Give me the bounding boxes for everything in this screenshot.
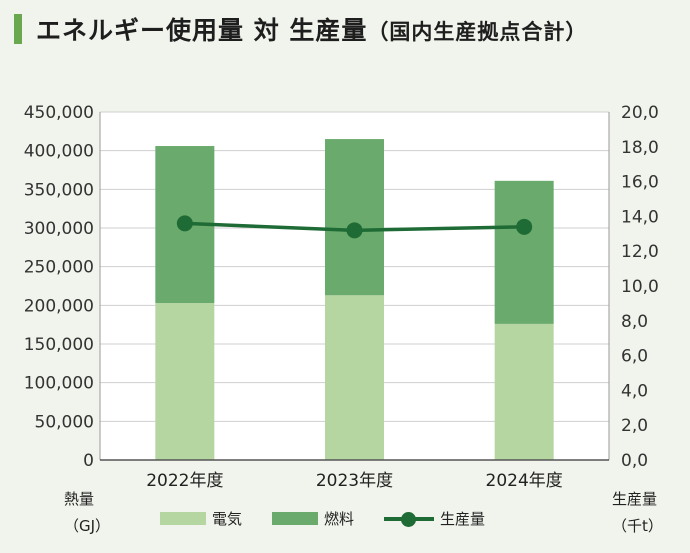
left-unit-line1: 熱量 bbox=[64, 490, 95, 508]
left-tick-label: 200,000 bbox=[24, 296, 94, 316]
category-label: 2024年度 bbox=[486, 471, 563, 491]
legend-item-electricity: 電気 bbox=[160, 508, 242, 529]
right-axis-unit: 生産量 （千t） bbox=[612, 486, 663, 540]
left-tick-label: 0 bbox=[83, 451, 94, 471]
left-tick-label: 150,000 bbox=[24, 335, 94, 355]
chart-title: エネルギー使用量 対 生産量（国内生産拠点合計） bbox=[36, 11, 587, 47]
bar-fuel bbox=[494, 180, 554, 324]
right-tick-label: 10,0 bbox=[621, 277, 659, 297]
legend-item-fuel: 燃料 bbox=[272, 508, 354, 529]
left-tick-label: 100,000 bbox=[24, 374, 94, 394]
title-accent-bar bbox=[14, 14, 22, 44]
right-unit-line1: 生産量 bbox=[612, 490, 658, 508]
title-block: エネルギー使用量 対 生産量（国内生産拠点合計） bbox=[14, 12, 587, 46]
left-tick-label: 450,000 bbox=[24, 103, 94, 123]
right-tick-label: 18,0 bbox=[621, 138, 659, 158]
right-tick-label: 16,0 bbox=[621, 173, 659, 193]
legend-swatch-electricity bbox=[160, 512, 206, 525]
right-tick-label: 6,0 bbox=[621, 347, 648, 367]
production-point bbox=[176, 215, 193, 232]
right-tick-label: 4,0 bbox=[621, 381, 648, 401]
legend-item-production: 生産量 bbox=[384, 508, 485, 529]
legend-label-production: 生産量 bbox=[440, 510, 486, 528]
left-axis-unit: 熱量 （GJ） bbox=[64, 486, 110, 540]
right-tick-label: 8,0 bbox=[621, 312, 648, 332]
legend-swatch-fuel bbox=[272, 512, 319, 525]
left-tick-label: 50,000 bbox=[35, 412, 94, 432]
right-tick-label: 12,0 bbox=[621, 242, 659, 262]
bar-electricity bbox=[155, 303, 215, 460]
legend-label-fuel: 燃料 bbox=[324, 510, 355, 528]
legend: 電気 燃料 生産量 bbox=[160, 508, 515, 529]
right-unit-line2: （千t） bbox=[612, 517, 663, 535]
left-tick-label: 300,000 bbox=[24, 219, 94, 239]
right-tick-label: 14,0 bbox=[621, 207, 659, 227]
left-tick-label: 350,000 bbox=[24, 180, 94, 200]
right-tick-label: 2,0 bbox=[621, 416, 648, 436]
left-unit-line2: （GJ） bbox=[64, 517, 111, 535]
title-sub: （国内生産拠点合計） bbox=[367, 20, 588, 44]
right-tick-label: 20,0 bbox=[621, 103, 659, 123]
production-point bbox=[346, 222, 363, 239]
production-point bbox=[516, 218, 533, 235]
bar-electricity bbox=[494, 323, 554, 460]
category-label: 2023年度 bbox=[316, 471, 393, 491]
category-label: 2022年度 bbox=[146, 471, 223, 491]
title-main: エネルギー使用量 対 生産量 bbox=[36, 16, 368, 45]
left-tick-label: 250,000 bbox=[24, 258, 94, 278]
legend-swatch-production bbox=[384, 511, 435, 527]
left-tick-label: 400,000 bbox=[24, 142, 94, 162]
legend-label-electricity: 電気 bbox=[212, 510, 243, 528]
bar-fuel bbox=[325, 139, 384, 296]
bar-electricity bbox=[325, 295, 384, 460]
right-tick-label: 0,0 bbox=[621, 451, 648, 471]
